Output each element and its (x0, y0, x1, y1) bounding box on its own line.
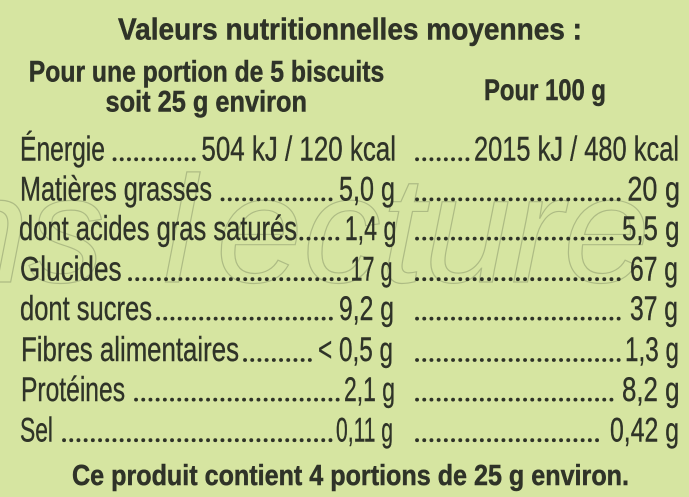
svg-text:0,11 g: 0,11 g (336, 411, 393, 449)
svg-text:37 g: 37 g (630, 290, 678, 328)
svg-text:9,2 g: 9,2 g (339, 290, 394, 328)
svg-text:Sel: Sel (20, 411, 53, 449)
svg-text:soit 25 g environ: soit 25 g environ (106, 86, 308, 119)
svg-text:l: l (163, 145, 201, 315)
svg-text:2015 kJ / 480 kcal: 2015 kJ / 480 kcal (474, 131, 679, 169)
svg-text:2,1 g: 2,1 g (344, 371, 395, 409)
svg-text:ecture: ecture (216, 145, 650, 315)
svg-text:20 g: 20 g (627, 171, 680, 209)
svg-text:504 kJ / 120 kcal: 504 kJ / 120 kcal (201, 131, 396, 169)
svg-text:1,4 g: 1,4 g (345, 210, 397, 248)
svg-text:0,42 g: 0,42 g (610, 411, 679, 449)
svg-text:5,5 g: 5,5 g (622, 210, 680, 248)
svg-text:ns: ns (0, 145, 105, 315)
svg-text:Pour 100 g: Pour 100 g (484, 74, 606, 107)
svg-text:Matières grasses: Matières grasses (20, 171, 212, 209)
svg-text:Ce produit contient 4 portions: Ce produit contient 4 portions de 25 g e… (72, 460, 629, 492)
svg-text:dont sucres: dont sucres (20, 290, 152, 328)
svg-text:Glucides: Glucides (20, 250, 122, 288)
svg-text:Fibres alimentaires: Fibres alimentaires (21, 331, 239, 369)
svg-text:1,3 g: 1,3 g (625, 331, 679, 369)
svg-text:Valeurs nutritionnelles moyenn: Valeurs nutritionnelles moyennes : (118, 12, 582, 47)
svg-text:Énergie: Énergie (20, 130, 105, 169)
svg-text:5,0 g: 5,0 g (339, 171, 395, 209)
svg-text:67 g: 67 g (630, 250, 678, 288)
svg-text:Protéines: Protéines (21, 371, 125, 409)
svg-text:8,2 g: 8,2 g (622, 371, 680, 409)
svg-text:Pour une portion de 5 biscuits: Pour une portion de 5 biscuits (29, 55, 384, 88)
svg-text:17 g: 17 g (351, 250, 393, 288)
svg-text:< 0,5 g: < 0,5 g (318, 331, 393, 369)
svg-text:dont acides gras saturés: dont acides gras saturés (19, 210, 297, 248)
